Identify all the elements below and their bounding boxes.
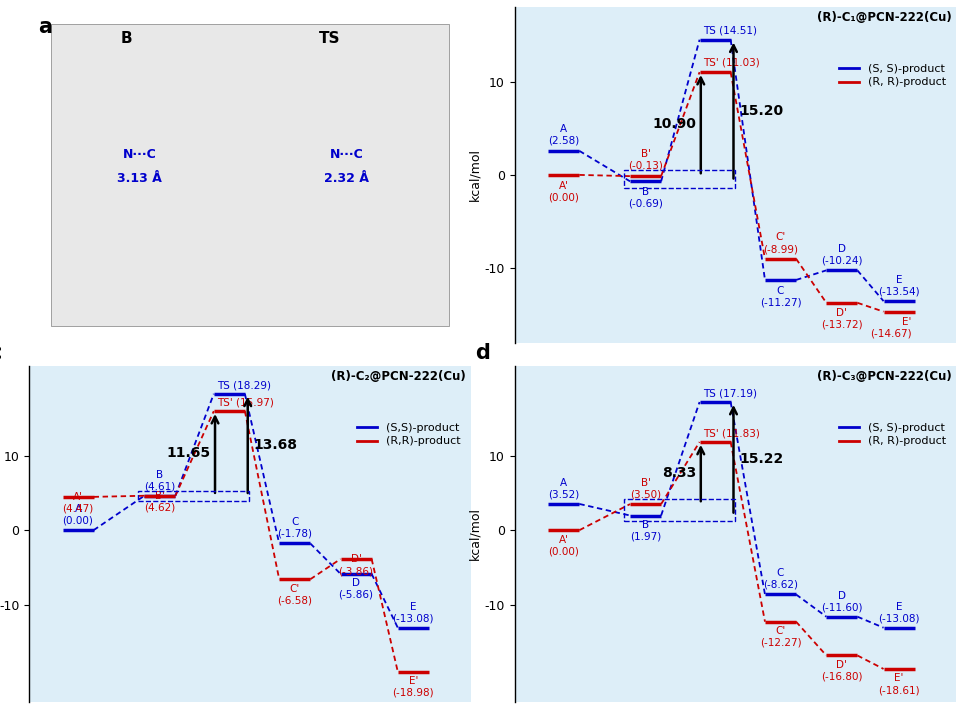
Text: (R)-C₃@PCN-222(Cu): (R)-C₃@PCN-222(Cu) [817, 369, 952, 382]
Text: D'
(-13.72): D' (-13.72) [821, 309, 863, 330]
Text: a: a [38, 17, 52, 37]
Text: 15.20: 15.20 [740, 104, 783, 117]
Text: E
(-13.54): E (-13.54) [878, 275, 920, 296]
Text: C
(-1.78): C (-1.78) [277, 518, 312, 539]
Text: B
(4.61): B (4.61) [144, 470, 176, 491]
Text: A'
(4.47): A' (4.47) [63, 493, 94, 514]
Legend: (S, S)-product, (R, R)-product: (S, S)-product, (R, R)-product [835, 419, 951, 451]
Text: 13.68: 13.68 [254, 437, 298, 452]
Text: 11.65: 11.65 [167, 447, 211, 460]
Legend: (S,S)-product, (R,R)-product: (S,S)-product, (R,R)-product [353, 419, 465, 451]
Y-axis label: kcal/mol: kcal/mol [469, 148, 482, 201]
Text: c: c [0, 343, 2, 363]
Text: A
(2.58): A (2.58) [548, 124, 580, 145]
Text: TS (18.29): TS (18.29) [217, 380, 271, 390]
Text: (R)-C₂@PCN-222(Cu): (R)-C₂@PCN-222(Cu) [331, 369, 467, 382]
Text: TS (17.19): TS (17.19) [703, 388, 756, 398]
Bar [624, 499, 735, 521]
Text: TS' (15.97): TS' (15.97) [217, 397, 274, 407]
Text: TS' (11.03): TS' (11.03) [703, 57, 759, 67]
Y-axis label: kcal/mol: kcal/mol [469, 508, 482, 561]
Text: 8.33: 8.33 [663, 466, 696, 480]
Text: E
(-13.08): E (-13.08) [878, 601, 920, 623]
Text: C'
(-12.27): C' (-12.27) [759, 626, 802, 648]
Text: (R)-C₁@PCN-222(Cu): (R)-C₁@PCN-222(Cu) [817, 11, 952, 24]
Text: B'
(-0.13): B' (-0.13) [628, 149, 663, 170]
Text: A
(3.52): A (3.52) [548, 478, 580, 500]
Text: D
(-10.24): D (-10.24) [821, 244, 863, 266]
Legend: (S, S)-product, (R, R)-product: (S, S)-product, (R, R)-product [835, 59, 951, 92]
Text: E
(-13.08): E (-13.08) [392, 601, 434, 623]
Text: 3.13 Å: 3.13 Å [117, 172, 162, 185]
Text: b: b [475, 0, 490, 4]
Text: B'
(3.50): B' (3.50) [630, 478, 661, 500]
Bar [624, 170, 735, 188]
Text: D
(-11.60): D (-11.60) [821, 591, 863, 612]
Text: N···C: N···C [123, 148, 156, 161]
Text: TS (14.51): TS (14.51) [703, 25, 756, 35]
Text: D
(-5.86): D (-5.86) [339, 579, 374, 600]
Text: B
(-0.69): B (-0.69) [628, 187, 663, 208]
Text: E'
(-18.98): E' (-18.98) [392, 676, 434, 698]
FancyBboxPatch shape [51, 24, 448, 326]
Text: A'
(0.00): A' (0.00) [549, 180, 580, 202]
Text: C'
(-8.99): C' (-8.99) [763, 233, 798, 254]
Text: B'
(4.62): B' (4.62) [144, 491, 176, 513]
Text: N···C: N···C [330, 148, 364, 161]
Text: A'
(0.00): A' (0.00) [549, 535, 580, 556]
Text: d: d [475, 343, 490, 363]
Text: E'
(-18.61): E' (-18.61) [878, 674, 920, 695]
Text: 15.22: 15.22 [740, 452, 783, 466]
Text: D'
(-16.80): D' (-16.80) [821, 660, 863, 682]
Text: TS' (11.83): TS' (11.83) [703, 428, 759, 438]
Text: TS: TS [319, 31, 340, 46]
Bar [138, 490, 249, 501]
Text: 2.32 Å: 2.32 Å [325, 172, 369, 185]
Text: B: B [121, 31, 132, 46]
Text: D'
(-3.86): D' (-3.86) [339, 554, 374, 576]
Text: 10.90: 10.90 [653, 117, 696, 131]
Text: E'
(-14.67): E' (-14.67) [869, 317, 911, 339]
Text: C
(-11.27): C (-11.27) [759, 286, 802, 307]
Text: C
(-8.62): C (-8.62) [763, 569, 798, 590]
Text: C'
(-6.58): C' (-6.58) [277, 584, 312, 605]
Text: A
(0.00): A (0.00) [63, 504, 94, 526]
Text: B
(1.97): B (1.97) [630, 520, 661, 541]
